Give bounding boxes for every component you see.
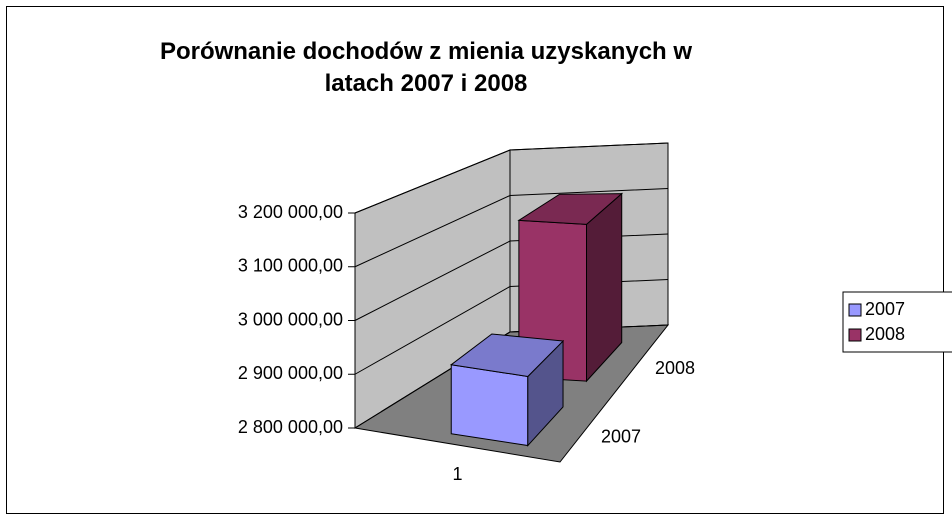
x-tick-label: 1 xyxy=(452,464,462,484)
y-tick-label: 3 200 000,00 xyxy=(238,202,343,222)
legend-label: 2008 xyxy=(865,324,905,344)
chart-title: Porównanie dochodów z mienia uzyskanych … xyxy=(159,38,693,97)
depth-tick-label: 2007 xyxy=(601,427,641,447)
legend: 2007 2008 xyxy=(842,291,952,353)
bar-top xyxy=(450,333,565,378)
bar-top xyxy=(517,193,624,225)
grid-line xyxy=(354,142,669,214)
legend-swatch xyxy=(848,328,862,342)
bar-front xyxy=(450,364,529,447)
chart-frame xyxy=(6,6,944,514)
y-tick-label: 2 800 000,00 xyxy=(238,417,343,437)
legend-swatch xyxy=(848,303,862,317)
legend-label: 2007 xyxy=(865,299,905,319)
legend-box xyxy=(842,291,952,353)
y-tick-label: 3 000 000,00 xyxy=(238,309,343,329)
bar xyxy=(450,333,565,447)
y-tick-label: 2 900 000,00 xyxy=(238,363,343,383)
y-tick-label: 3 100 000,00 xyxy=(238,256,343,276)
grid-line xyxy=(354,188,669,268)
depth-tick-label: 2008 xyxy=(655,358,695,378)
